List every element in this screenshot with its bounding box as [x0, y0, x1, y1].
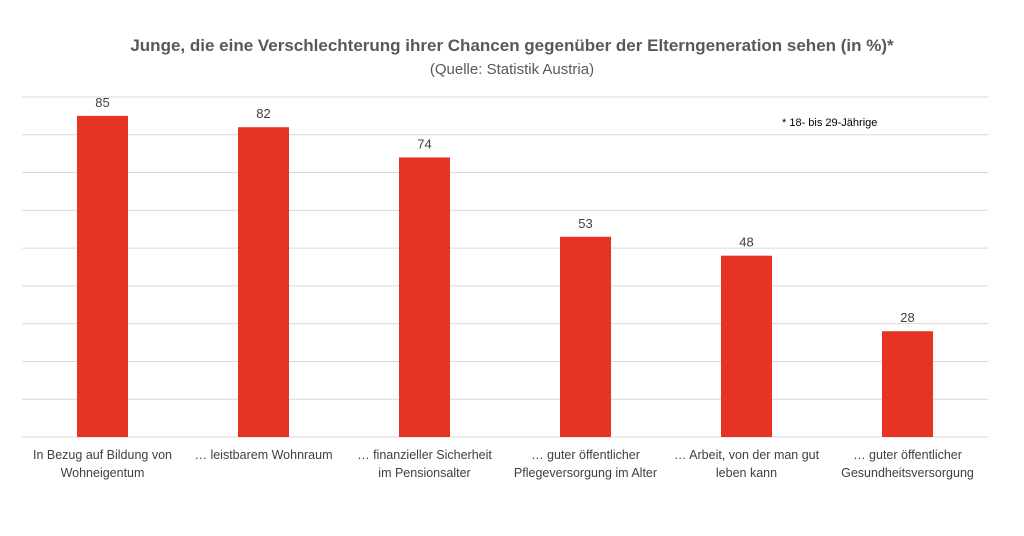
category-labels: In Bezug auf Bildung von Wohneigentum … le… — [33, 448, 974, 480]
data-label: 74 — [417, 136, 431, 151]
bar — [560, 236, 611, 437]
category-label: Pflegeversorgung im Alter — [514, 466, 657, 480]
bar — [77, 115, 128, 437]
bar — [238, 127, 289, 437]
data-label: 82 — [256, 106, 270, 121]
data-labels: 85 82 74 53 48 28 — [95, 95, 914, 325]
category-label: leben kann — [716, 466, 777, 480]
bar — [721, 255, 772, 437]
category-label: … guter öffentlicher — [853, 448, 962, 462]
chart-subtitle: (Quelle: Statistik Austria) — [429, 61, 595, 78]
category-label: … guter öffentlicher — [531, 448, 640, 462]
data-label: 28 — [900, 310, 914, 325]
bar — [882, 331, 933, 437]
data-label: 53 — [578, 216, 592, 231]
category-label: im Pensionsalter — [378, 466, 470, 480]
category-label: Wohneigentum — [61, 466, 145, 480]
gridlines — [22, 96, 988, 438]
category-label: … finanzieller Sicherheit — [357, 448, 492, 462]
category-label: In Bezug auf Bildung von — [33, 448, 172, 462]
bars — [77, 115, 933, 437]
chart-annotation: * 18- bis 29-Jährige — [782, 117, 878, 129]
data-label: 48 — [739, 235, 753, 250]
category-label: Gesundheitsversorgung — [841, 466, 974, 480]
chart-title: Junge, die eine Verschlechterung ihrer C… — [130, 36, 894, 55]
data-label: 85 — [95, 95, 109, 110]
bar — [399, 157, 450, 437]
category-label: … leistbarem Wohnraum — [194, 448, 332, 462]
category-label: … Arbeit, von der man gut — [674, 448, 820, 462]
